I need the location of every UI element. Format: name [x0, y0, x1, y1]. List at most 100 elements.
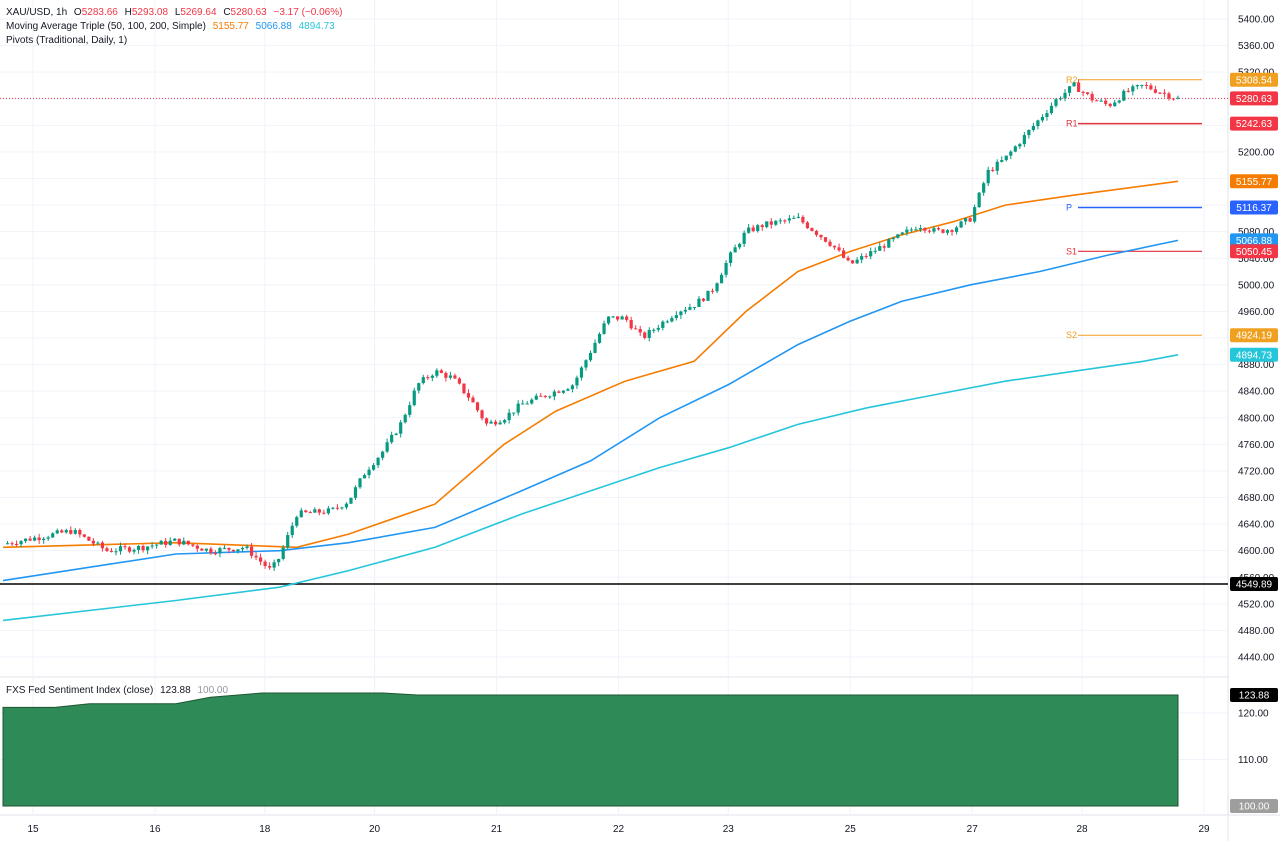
x-tick-label: 25	[845, 824, 857, 835]
candle-body	[159, 540, 163, 545]
x-tick-label: 16	[149, 824, 161, 835]
candle-body	[155, 544, 159, 546]
candle-body	[381, 451, 385, 458]
candle-body	[991, 169, 995, 171]
candle-body	[448, 375, 453, 378]
candle-body	[814, 230, 819, 235]
candle-body	[105, 548, 109, 551]
candle-body	[891, 237, 895, 240]
candle-body	[399, 422, 403, 434]
candle-body	[322, 512, 326, 514]
candle-body	[643, 332, 647, 338]
symbol-label[interactable]: XAU/USD, 1h	[6, 7, 68, 18]
candle-body	[783, 220, 787, 222]
candle-body	[100, 542, 105, 549]
candle-body	[688, 307, 692, 310]
candle-body	[263, 561, 267, 567]
sub-y-tick-label: 120.00	[1238, 708, 1269, 719]
candle-body	[82, 534, 86, 537]
price-tag-text-s2: 4924.19	[1236, 331, 1273, 342]
candle-body	[625, 316, 629, 320]
candle-body	[281, 547, 285, 559]
candle-body	[1067, 86, 1072, 93]
candle-body	[534, 395, 538, 400]
price-tag-text-last: 5280.63	[1236, 94, 1273, 105]
candle-body	[837, 247, 841, 251]
candle-body	[1131, 86, 1135, 92]
x-tick-label: 15	[27, 824, 39, 835]
candle-body	[173, 538, 177, 541]
candle-body	[1018, 144, 1022, 147]
ma-label[interactable]: Moving Average Triple (50, 100, 200, Sim…	[6, 21, 206, 32]
x-tick-label: 22	[613, 824, 625, 835]
price-tag-ma100	[1230, 233, 1278, 248]
price-tag-text-ma50: 5155.77	[1236, 177, 1273, 188]
candle-body	[832, 245, 837, 248]
candle-body	[376, 457, 380, 466]
candle-body	[620, 316, 624, 320]
candle-body	[55, 530, 59, 534]
candle-body	[719, 274, 724, 284]
candle-body	[543, 395, 547, 397]
candle-body	[331, 507, 335, 509]
candle-body	[507, 412, 511, 421]
candle-body	[28, 538, 32, 541]
price-tag-text-support: 4549.89	[1236, 579, 1273, 590]
sentiment-pane	[2, 692, 1179, 807]
candle-body	[209, 548, 213, 554]
candle-body	[1036, 120, 1040, 127]
sentiment-label[interactable]: FXS Fed Sentiment Index (close)	[6, 685, 154, 696]
sentiment-ref: 100.00	[197, 685, 229, 696]
candle-body	[512, 412, 516, 414]
candle-body	[466, 393, 471, 398]
sentiment-value: 123.88	[160, 685, 191, 696]
candle-body	[647, 329, 651, 338]
price-tag-text-fxs: 123.88	[1239, 690, 1270, 701]
candle-body	[860, 256, 864, 260]
candle-body	[182, 540, 186, 545]
y-tick-label: 5200.00	[1238, 147, 1275, 158]
ma200-value: 4894.73	[298, 21, 335, 32]
candle-body	[430, 375, 434, 378]
candle-body	[439, 370, 443, 373]
candle-body	[19, 541, 23, 545]
candle-body	[1049, 105, 1054, 114]
candle-body	[475, 402, 480, 411]
candle-body	[742, 232, 746, 244]
candle-body	[394, 433, 398, 435]
candle-body	[751, 227, 755, 232]
candle-body	[710, 290, 715, 292]
candle-body	[923, 228, 927, 231]
candle-body	[733, 247, 737, 253]
candle-body	[873, 250, 877, 252]
candle-body	[805, 222, 810, 229]
candle-body	[335, 507, 340, 509]
candle-body	[132, 549, 136, 552]
candle-body	[665, 321, 669, 323]
time-axis[interactable]: 15 16 18 20 21 22 23 25 27 28 29	[27, 824, 1210, 835]
candle-body	[1027, 129, 1031, 136]
candle-body	[150, 545, 154, 547]
candle-body	[855, 259, 859, 264]
y-tick-label: 5000.00	[1238, 280, 1275, 291]
candle-body	[869, 251, 873, 257]
candle-body	[326, 508, 330, 514]
candle-body	[982, 183, 986, 193]
candle-body	[778, 220, 782, 222]
candle-body	[728, 252, 733, 263]
candle-body	[286, 535, 290, 548]
candle-body	[168, 540, 172, 545]
pivots-label[interactable]: Pivots (Traditional, Daily, 1)	[6, 35, 128, 46]
candle-body	[629, 319, 633, 329]
candle-body	[471, 397, 475, 403]
candle-body	[539, 395, 543, 397]
candle-body	[1099, 100, 1103, 102]
price-tag-text-fxs-base: 100.00	[1239, 802, 1270, 813]
price-tag-p	[1230, 200, 1278, 215]
candle-body	[1045, 113, 1049, 118]
candle-body	[616, 316, 620, 320]
candle-body	[963, 218, 968, 222]
pivot-label-p: P	[1066, 202, 1072, 212]
candle-body	[918, 228, 923, 230]
